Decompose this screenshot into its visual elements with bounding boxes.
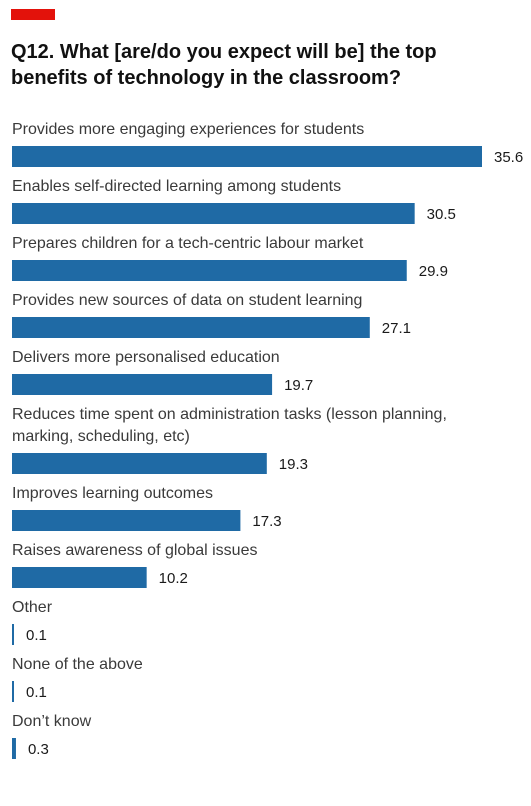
category-label: Provides more engaging experiences for s…: [12, 121, 364, 138]
category-label: Reduces time spent on administration tas…: [12, 406, 447, 445]
value-label: 29.9: [419, 263, 448, 280]
value-label: 27.1: [382, 320, 411, 337]
value-label: 35.6: [494, 149, 523, 166]
category-label: None of the above: [12, 656, 143, 673]
category-label: Other: [12, 599, 53, 616]
value-label: 19.3: [279, 456, 308, 473]
bar: [12, 567, 147, 588]
value-label: 10.2: [159, 570, 188, 587]
bar: [12, 624, 14, 645]
value-label: 0.3: [28, 741, 49, 758]
bar: [12, 146, 482, 167]
bar: [12, 317, 370, 338]
bar: [12, 510, 241, 531]
bar: [12, 374, 273, 395]
bar: [12, 203, 415, 224]
category-label: Don’t know: [12, 713, 92, 730]
value-label: 0.1: [26, 627, 47, 644]
category-label: Raises awareness of global issues: [12, 542, 257, 559]
bar: [12, 260, 407, 281]
value-label: 30.5: [427, 206, 456, 223]
bar: [12, 738, 16, 759]
category-label: Provides new sources of data on student …: [12, 292, 362, 309]
category-label: Enables self-directed learning among stu…: [12, 178, 341, 195]
bar: [12, 681, 14, 702]
chart-title: Q12. What [are/do you expect will be] th…: [11, 41, 437, 89]
value-label: 19.7: [284, 377, 313, 394]
category-label: Prepares children for a tech-centric lab…: [12, 235, 364, 252]
category-label: Improves learning outcomes: [12, 485, 213, 502]
brand-accent-bar: [11, 9, 55, 20]
bar: [12, 453, 267, 474]
value-label: 17.3: [252, 513, 281, 530]
value-label: 0.1: [26, 684, 47, 701]
category-label: Delivers more personalised education: [12, 349, 280, 366]
